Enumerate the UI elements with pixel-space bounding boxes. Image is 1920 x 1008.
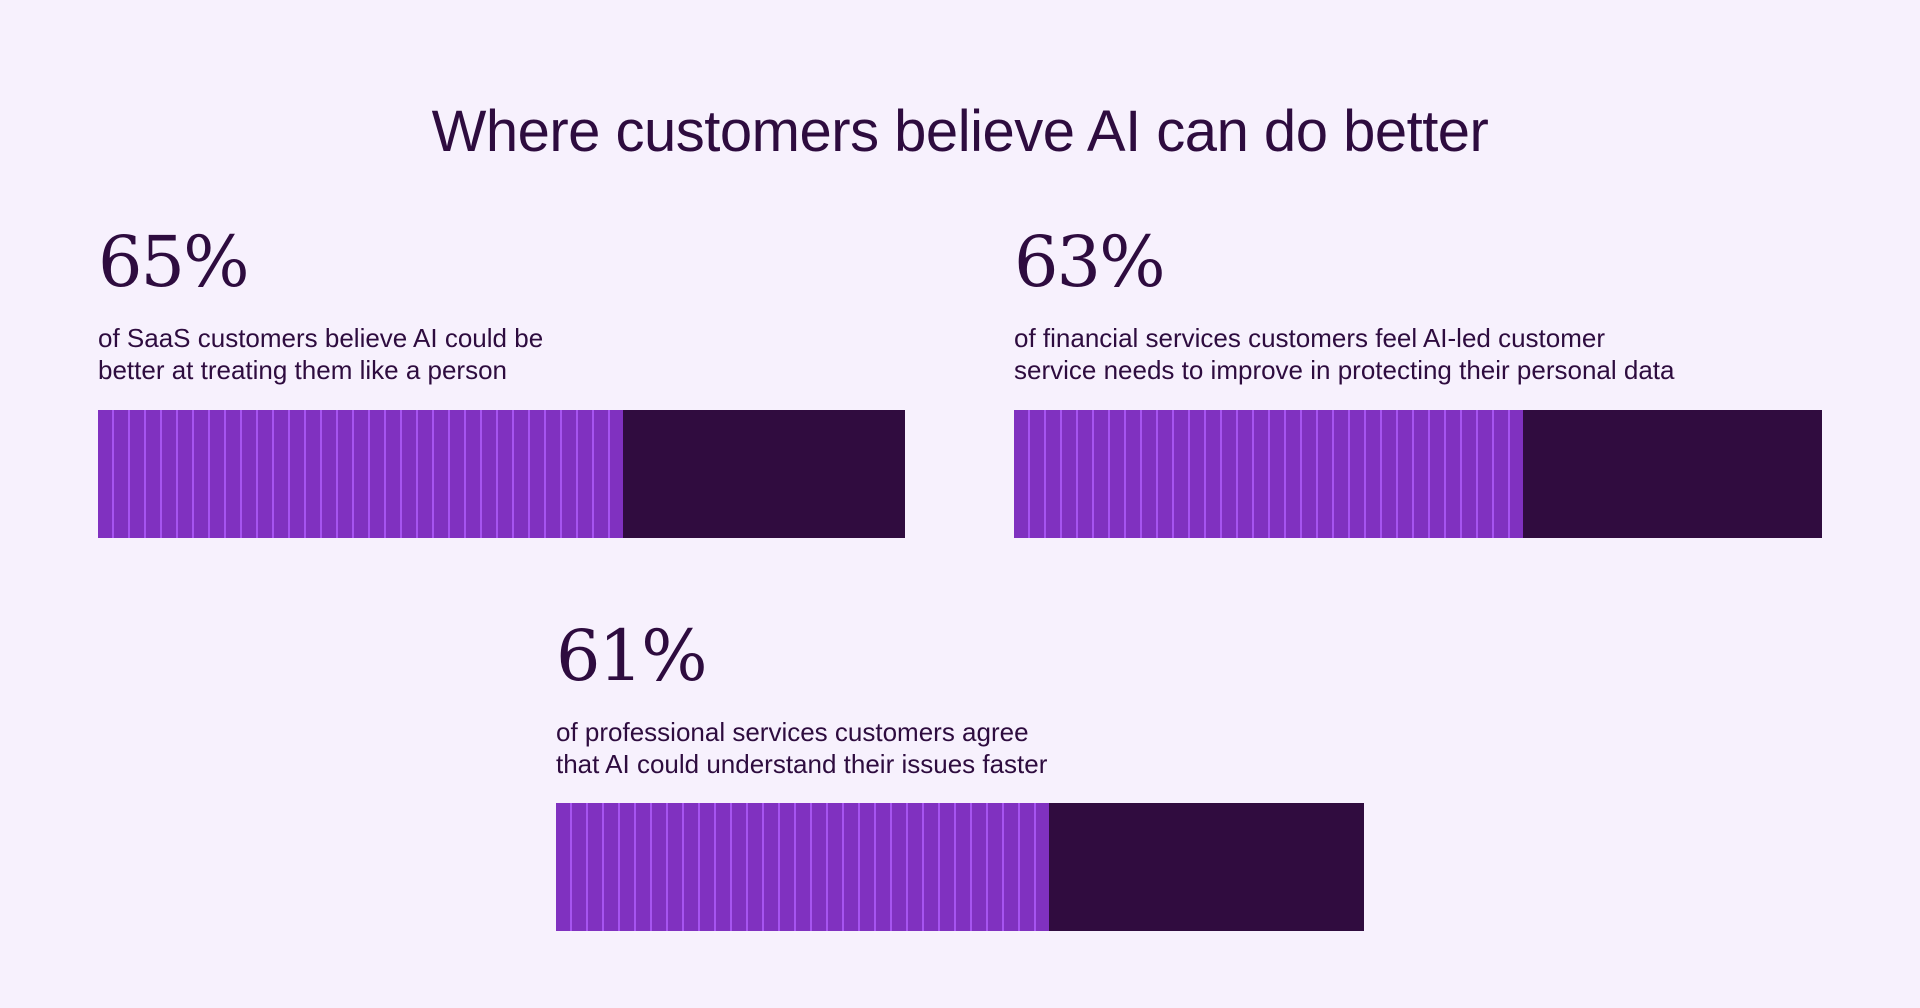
stat-value: 61%: [556, 615, 708, 697]
bar-financial-services: [1014, 410, 1822, 538]
bar-fill-professional-services: [556, 803, 1049, 931]
stat-financial-services: 63% of financial services customers feel…: [1014, 222, 1674, 386]
stat-saas: 65% of SaaS customers believe AI could b…: [98, 222, 543, 386]
stat-professional-services: 61% of professional services customers a…: [556, 616, 1047, 780]
bar-professional-services: [556, 803, 1364, 931]
chart-title: Where customers believe AI can do better: [431, 99, 1489, 164]
stat-description: of professional services customers agree…: [556, 717, 1048, 779]
bar-fill-financial-services: [1014, 410, 1524, 538]
stat-value: 63%: [1014, 221, 1166, 303]
bar-fill-saas: [98, 410, 623, 538]
bar-saas: [98, 410, 905, 538]
stat-value: 65%: [98, 221, 250, 303]
stat-description: of SaaS customers believe AI could be be…: [98, 323, 544, 385]
stat-description: of financial services customers feel AI-…: [1014, 323, 1675, 385]
